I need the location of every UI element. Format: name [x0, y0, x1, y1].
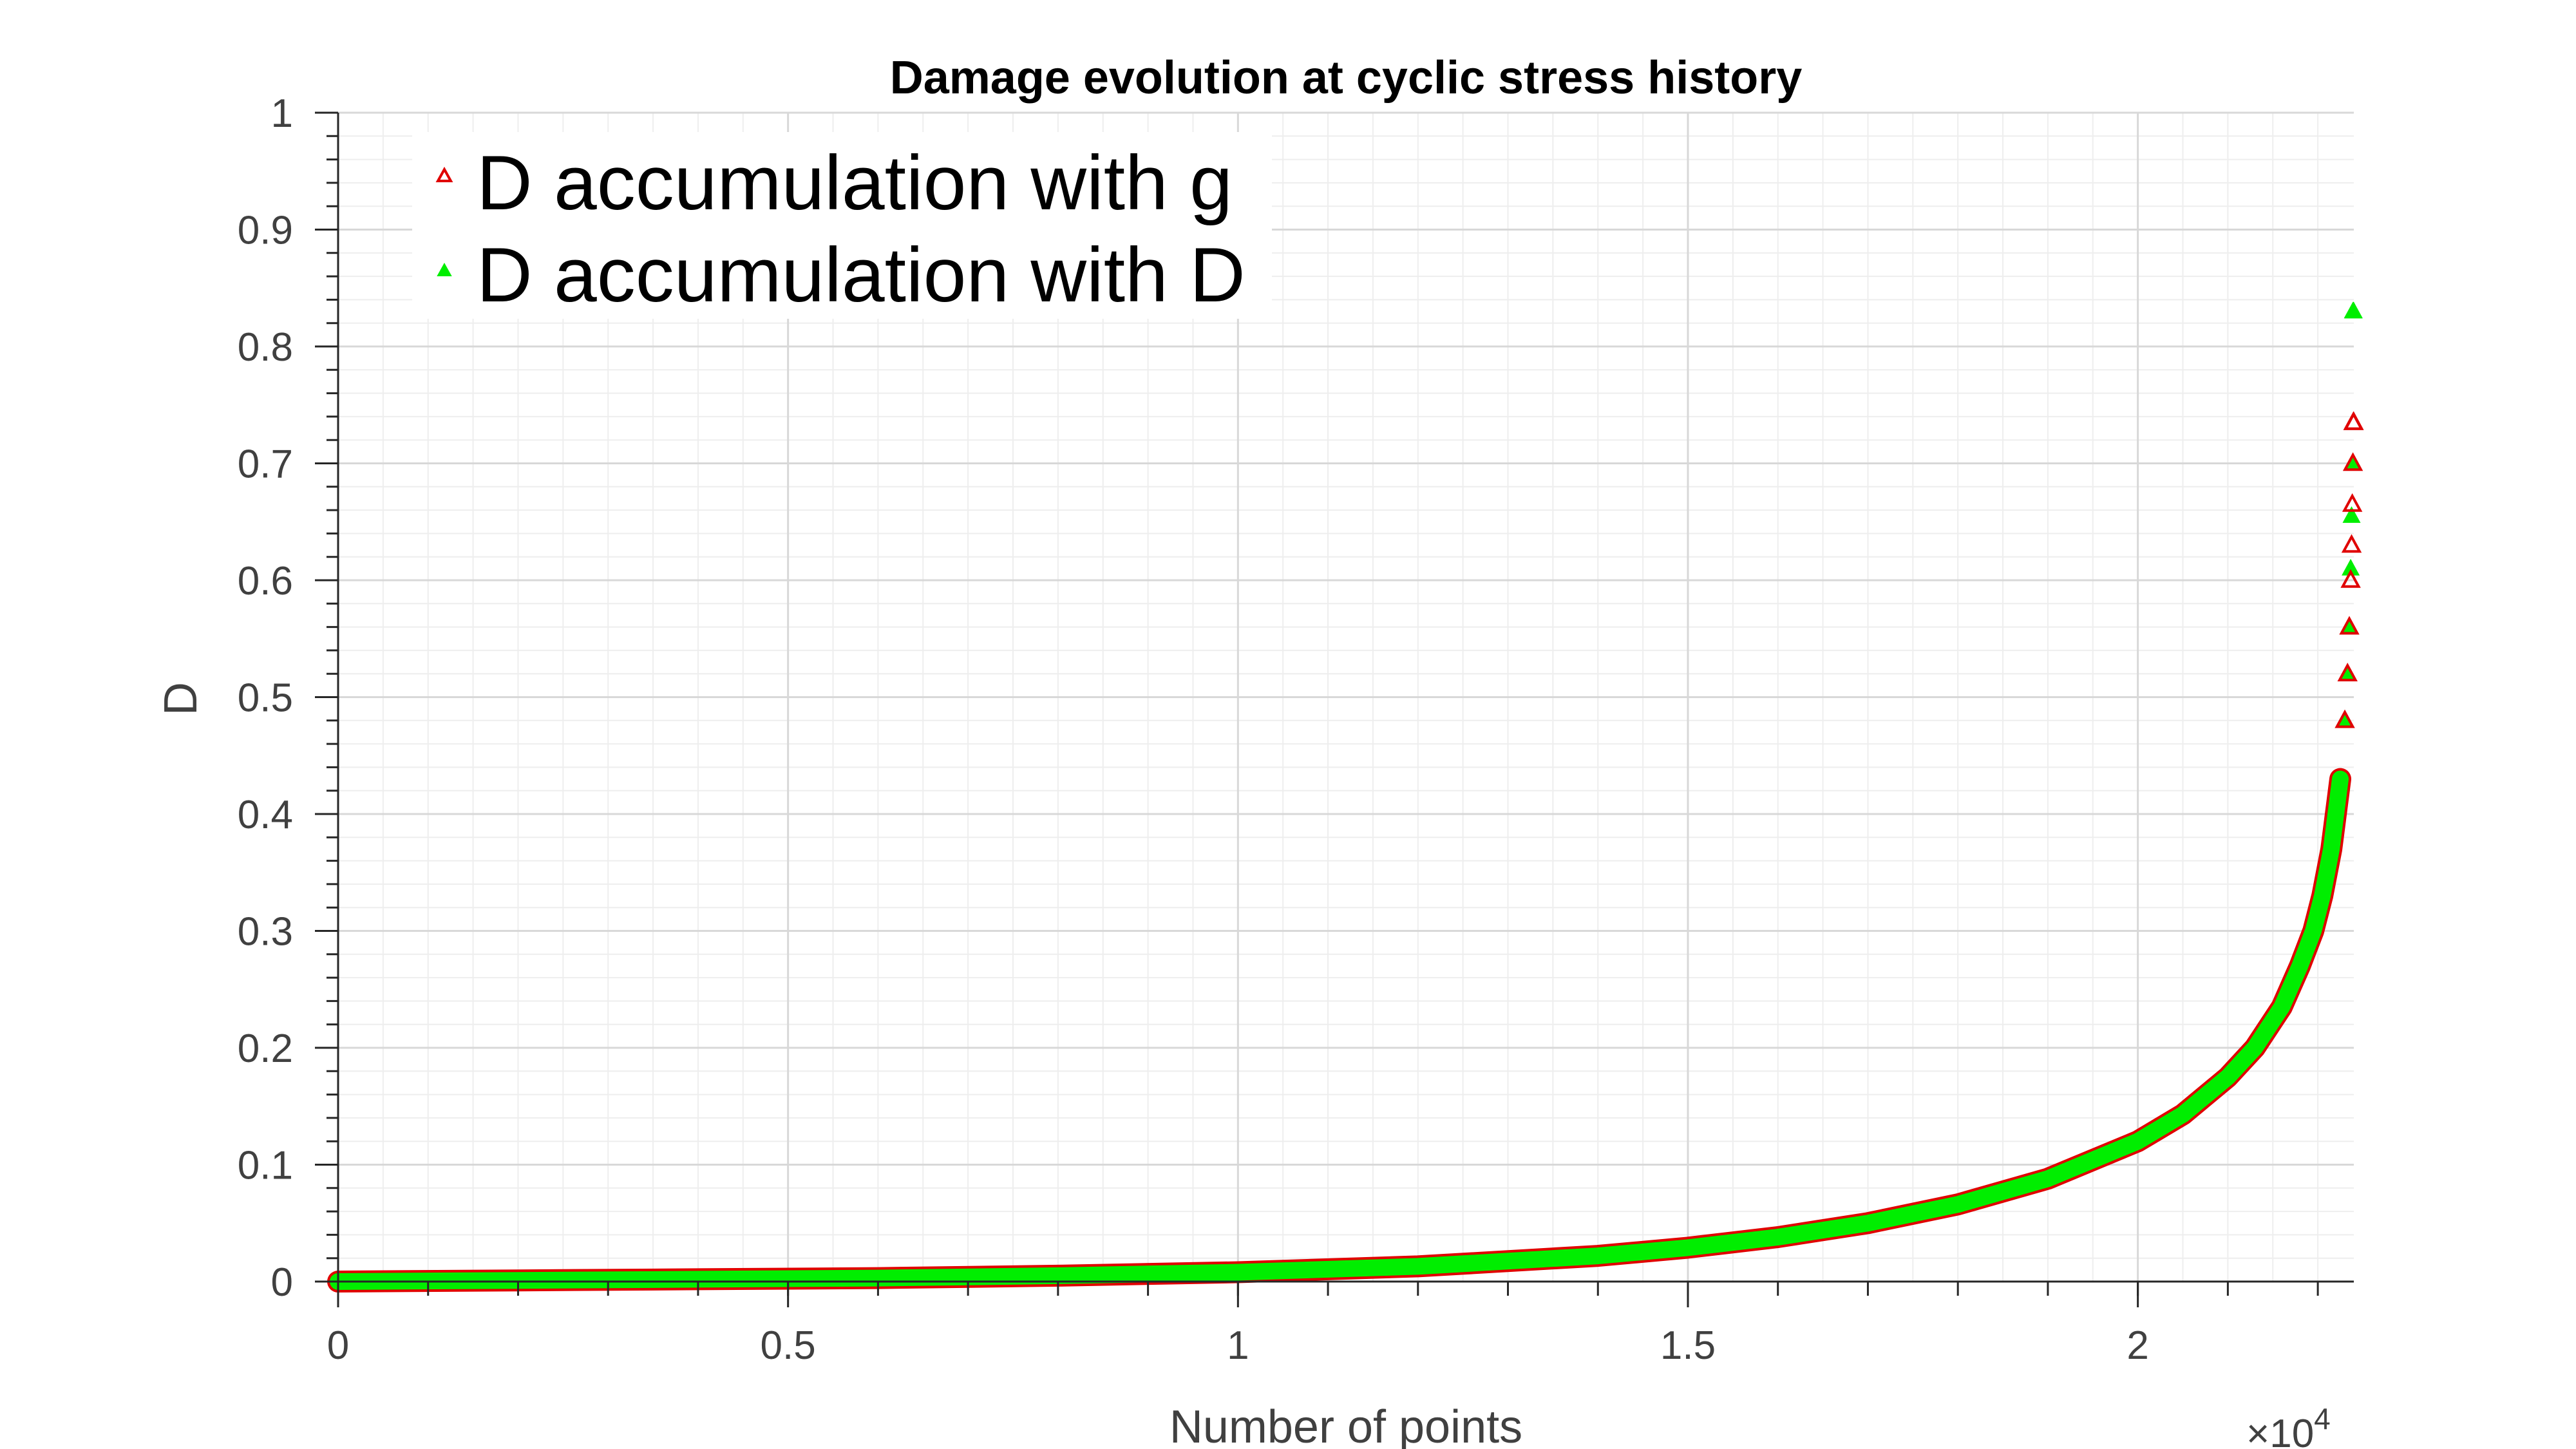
svg-text:×104: ×104	[2246, 1402, 2331, 1449]
series-g-point	[2337, 663, 2358, 681]
series-g-point	[2342, 493, 2363, 512]
x-tick-label: 0	[327, 1323, 349, 1368]
x-exponent-power: 4	[2314, 1402, 2331, 1435]
series-d-point	[2344, 301, 2363, 319]
series-g-point	[2344, 411, 2364, 430]
x-tick-label: 0.5	[761, 1323, 816, 1368]
y-tick-label: 0.3	[238, 910, 293, 954]
axes	[315, 111, 2354, 1307]
series-d-line	[330, 770, 2349, 1290]
legend-item-g: D accumulation with g	[435, 140, 1233, 226]
series-d-point	[2342, 558, 2360, 576]
series-g-point	[2342, 452, 2363, 471]
y-tick-label: 0.4	[238, 793, 293, 837]
legend-item-d: D accumulation with D	[437, 232, 1245, 318]
y-tick-label: 0.2	[238, 1027, 293, 1071]
plot-area-data	[327, 301, 2364, 1293]
y-tick-label: 0	[271, 1260, 293, 1305]
x-tick-label: 2	[2126, 1323, 2148, 1368]
legend-label-g: D accumulation with g	[477, 140, 1233, 226]
legend-marker-open-triangle-icon	[435, 166, 453, 182]
y-tick-label: 0.1	[238, 1144, 293, 1188]
series-d-point	[2342, 506, 2361, 523]
y-tick-label: 0.6	[238, 559, 293, 603]
legend-box	[412, 132, 1272, 319]
series-g-line	[327, 768, 2351, 1293]
x-exponent-base: ×10	[2246, 1412, 2314, 1449]
series-g-point	[2339, 616, 2360, 635]
legend-label-d: D accumulation with D	[477, 232, 1245, 318]
chart-title: Damage evolution at cyclic stress histor…	[890, 52, 1803, 104]
tick-labels: 0 0.5 1 1.5 2 0 0.1 0.2 0.3 0.4 0.5 0.6 0.7 0.8 0.9 1	[238, 91, 2149, 1368]
series-g-point	[2340, 569, 2361, 588]
y-axis-label: D	[155, 682, 207, 715]
x-tick-label: 1.5	[1660, 1323, 1716, 1368]
y-tick-label: 1	[271, 91, 293, 136]
y-tick-label: 0.5	[238, 676, 293, 721]
y-tick-label: 0.9	[238, 209, 293, 253]
x-tick-label: 1	[1227, 1323, 1249, 1368]
y-tick-label: 0.8	[238, 325, 293, 370]
x-axis-label: Number of points	[1170, 1401, 1522, 1449]
series-g-point	[2334, 709, 2355, 728]
x-axis-exponent: ×104	[2246, 1402, 2331, 1449]
legend: D accumulation with g D accumulation wit…	[412, 132, 1272, 319]
legend-marker-filled-triangle-icon	[437, 262, 452, 276]
y-tick-label: 0.7	[238, 442, 293, 487]
series-g-point	[2341, 534, 2362, 553]
